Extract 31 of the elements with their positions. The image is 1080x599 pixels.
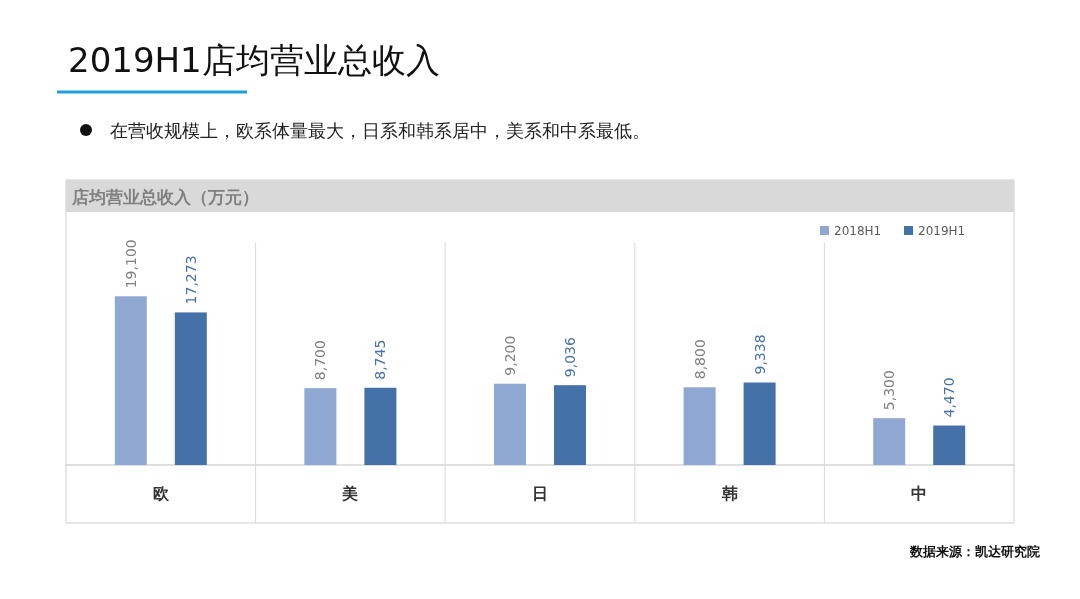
chart-subtitle: 在营收规模上，欧系体量最大，日系和韩系居中，美系和中系最低。	[110, 120, 650, 141]
bar	[364, 387, 397, 465]
x-tick-label: 韩	[720, 484, 738, 503]
data-label: 9,338	[751, 334, 768, 375]
data-label: 8,800	[691, 339, 708, 380]
data-label: 8,700	[312, 340, 329, 381]
bar	[554, 385, 586, 465]
x-tick-label: 日	[532, 484, 548, 503]
bar	[873, 418, 906, 465]
data-label: 5,300	[881, 370, 898, 411]
bar	[743, 382, 776, 465]
x-tick-label: 美	[341, 484, 359, 503]
data-label: 9,200	[502, 335, 518, 376]
bar	[933, 425, 966, 465]
legend-label: 2019H1	[918, 224, 966, 238]
text: 店均营业总收入（万元）	[71, 187, 259, 207]
data-label: 4,470	[941, 377, 958, 418]
bar	[683, 387, 716, 465]
chart-title: 2019H1店均营业总收入	[68, 40, 440, 80]
data-label: 17,273	[182, 255, 199, 305]
x-tick-label: 欧	[152, 484, 170, 503]
bar	[304, 388, 337, 465]
bar	[174, 312, 207, 465]
data-label: 19,100	[122, 239, 139, 289]
x-tick-label: 中	[911, 484, 928, 503]
legend-label: 2018H1	[834, 224, 882, 238]
source-note: 数据来源：凯达研究院	[909, 544, 1040, 559]
data-label: 9,036	[562, 337, 578, 378]
bar	[114, 296, 147, 465]
data-label: 8,745	[372, 339, 389, 380]
bar	[494, 383, 526, 465]
